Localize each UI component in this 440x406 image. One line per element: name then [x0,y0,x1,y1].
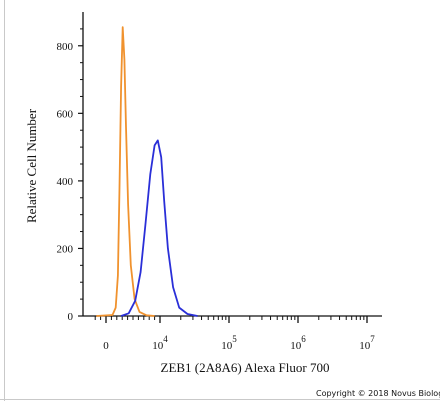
label-layer: ZEB1 (2A8A6) Alexa Fluor 700 Relative Ce… [24,108,440,398]
x-tick-label: 105 [221,334,237,352]
y-tick-label: 400 [57,176,74,188]
x-tick-label: 0 [103,340,109,352]
y-tick-label: 800 [57,41,74,53]
x-tick-label: 104 [152,334,168,352]
x-tick-exponent: 4 [163,334,168,344]
y-tick-label: 600 [57,108,74,120]
x-axis-label: ZEB1 (2A8A6) Alexa Fluor 700 [161,360,330,375]
y-axis-label: Relative Cell Number [24,108,39,223]
series-layer [96,26,198,317]
copyright-text: Copyright © 2018 Novus Biologicals [316,389,440,398]
x-tick-exponent: 7 [370,334,375,344]
axes-layer: 0 200 400 600 800 0 104 105 106 107 [57,12,382,352]
x-tick-exponent: 6 [301,334,306,344]
y-tick-label: 200 [57,243,74,255]
y-tick-label: 0 [68,311,74,323]
x-tick-exponent: 5 [232,334,237,344]
series-line-1 [96,26,155,317]
x-tick-label: 107 [359,334,375,352]
series-line-2 [120,139,198,317]
x-tick-label: 106 [290,334,306,352]
